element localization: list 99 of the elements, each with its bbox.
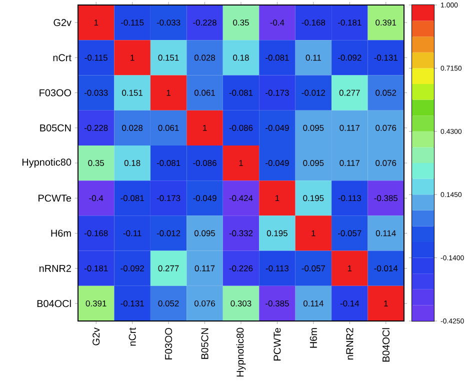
data-label: -0.173 xyxy=(266,90,289,96)
data-label: 0.095 xyxy=(194,230,216,236)
data-label: 0.35 xyxy=(233,20,249,26)
data-label: 0.095 xyxy=(303,160,324,166)
data-label: -0.228 xyxy=(193,20,216,26)
data-label: -0.057 xyxy=(302,265,326,272)
data-label: 0.195 xyxy=(303,195,324,202)
data-label: -0.092 xyxy=(120,265,144,272)
y-tick-label: G2v xyxy=(54,19,72,26)
data-label: -0.4 xyxy=(89,195,104,202)
data-label: -0.168 xyxy=(302,20,326,26)
data-label: 1 xyxy=(94,20,98,26)
data-label: -0.115 xyxy=(84,54,108,61)
data-label: 1 xyxy=(130,54,134,61)
data-label: -0.332 xyxy=(229,230,253,236)
data-label: -0.181 xyxy=(84,265,108,272)
data-label: -0.049 xyxy=(266,160,289,166)
data-label: 1 xyxy=(276,195,280,202)
y-tick-label: nRNR2 xyxy=(39,264,71,272)
x-tick-label: F03OO xyxy=(165,328,172,360)
data-label: -0.173 xyxy=(156,195,180,202)
data-label: -0.424 xyxy=(229,195,253,202)
x-tick-label: nRNR2 xyxy=(346,328,354,360)
data-label: 1 xyxy=(239,160,243,166)
x-tick-label: B05CN xyxy=(201,328,208,359)
data-label: 0.076 xyxy=(376,160,396,166)
data-label: 0.277 xyxy=(339,90,360,96)
data-label: -0.115 xyxy=(121,20,144,26)
data-label: -0.092 xyxy=(338,54,362,61)
data-label: 0.151 xyxy=(158,54,179,61)
data-label: 0.117 xyxy=(340,160,360,166)
data-label: -0.168 xyxy=(84,230,108,236)
data-label: 0.117 xyxy=(194,265,215,272)
data-label: 0.095 xyxy=(303,124,324,131)
data-label: 0.277 xyxy=(158,265,179,272)
x-tick-label: nCrt xyxy=(128,328,136,346)
data-label: 0.195 xyxy=(266,230,288,236)
data-label: 1 xyxy=(312,230,316,236)
data-label: -0.049 xyxy=(193,195,216,202)
x-tick-label: H6m xyxy=(310,328,317,348)
data-label: 1 xyxy=(166,90,170,96)
data-label: 0.076 xyxy=(376,124,396,131)
data-label: 0.303 xyxy=(230,300,252,306)
data-label: -0.057 xyxy=(338,230,362,236)
data-label: 0.028 xyxy=(194,54,216,61)
data-label: 0.061 xyxy=(158,124,179,131)
data-label: -0.228 xyxy=(84,124,108,131)
y-tick-label: Hypnotic80 xyxy=(22,158,72,168)
data-label: -0.012 xyxy=(156,230,180,236)
y-tick-label: PCWTe xyxy=(38,194,72,202)
data-label: -0.081 xyxy=(120,195,144,202)
data-label: 0.391 xyxy=(376,20,396,26)
data-label: -0.181 xyxy=(338,20,362,26)
data-label: 0.18 xyxy=(124,160,140,166)
y-tick-label: B05CN xyxy=(40,124,71,132)
data-label: -0.081 xyxy=(156,160,180,166)
data-label: -0.113 xyxy=(266,265,289,272)
data-label: -0.086 xyxy=(229,124,253,131)
data-label: 0.151 xyxy=(122,90,143,96)
x-tick-label: Hypnotic80 xyxy=(236,328,246,377)
data-label: 1 xyxy=(203,124,207,131)
data-label: -0.226 xyxy=(229,265,253,272)
data-label: 0.391 xyxy=(86,300,106,306)
data-label: 0.18 xyxy=(233,54,249,61)
x-tick-label: B04OCl xyxy=(382,328,390,362)
data-label: -0.086 xyxy=(193,160,216,166)
y-tick-label: F03OO xyxy=(40,89,72,96)
data-label: -0.081 xyxy=(229,90,253,96)
data-label: 0.052 xyxy=(158,300,179,306)
y-tick-label: B04OCl xyxy=(37,300,71,308)
data-label: 0.061 xyxy=(194,90,215,96)
data-label: 0.114 xyxy=(376,230,396,236)
x-tick-label: G2v xyxy=(92,328,100,346)
y-tick-label: H6m xyxy=(51,230,71,237)
data-label: -0.14 xyxy=(340,300,360,306)
data-label: -0.131 xyxy=(374,54,398,61)
data-label: -0.012 xyxy=(302,90,326,96)
data-label: 0.114 xyxy=(303,300,324,306)
data-label: -0.033 xyxy=(84,90,108,96)
x-tick-label: PCWTe xyxy=(274,328,281,360)
data-label: -0.4 xyxy=(270,20,284,26)
data-label: 0.117 xyxy=(340,124,360,131)
data-label: -0.131 xyxy=(120,300,144,306)
data-label: -0.049 xyxy=(266,124,289,131)
data-label: 0.028 xyxy=(122,124,143,131)
data-label: 0.076 xyxy=(194,300,216,306)
y-tick-label: nCrt xyxy=(53,54,72,62)
data-label: 1 xyxy=(348,265,352,272)
data-label: -0.113 xyxy=(338,195,361,202)
data-label: 1 xyxy=(384,300,388,306)
data-label: -0.033 xyxy=(156,20,180,26)
data-label: 0.052 xyxy=(376,90,396,96)
data-label: -0.385 xyxy=(374,195,398,202)
data-label: -0.014 xyxy=(374,265,398,272)
data-label: -0.081 xyxy=(266,54,289,61)
data-label: -0.385 xyxy=(266,300,289,306)
data-label: 0.11 xyxy=(306,54,321,61)
data-label: 0.35 xyxy=(88,160,104,166)
data-label: -0.11 xyxy=(123,230,142,236)
